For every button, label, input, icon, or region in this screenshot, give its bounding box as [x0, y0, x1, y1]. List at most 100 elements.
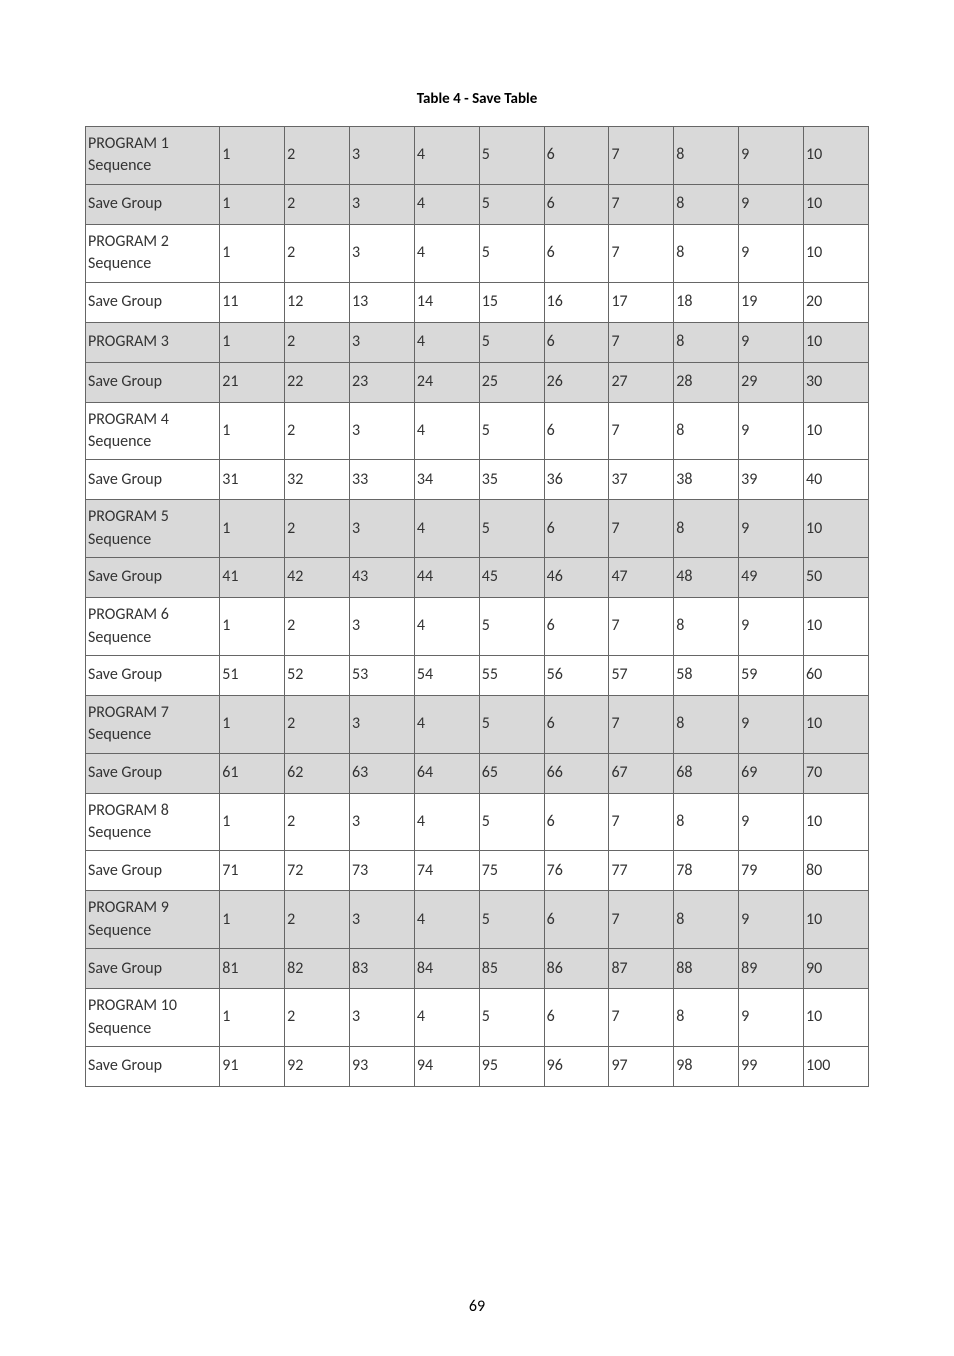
table-cell: 89	[739, 949, 804, 989]
row-label: PROGRAM 1 Sequence	[86, 127, 220, 185]
table-cell: 82	[285, 949, 350, 989]
table-cell: 86	[544, 949, 609, 989]
table-row: Save Group21222324252627282930	[86, 362, 869, 402]
table-cell: 6	[544, 891, 609, 949]
table-cell: 10	[804, 793, 869, 851]
table-row: Save Group31323334353637383940	[86, 460, 869, 500]
table-cell: 77	[609, 851, 674, 891]
row-label: PROGRAM 3	[86, 322, 220, 362]
table-cell: 7	[609, 224, 674, 282]
table-cell: 40	[804, 460, 869, 500]
table-cell: 74	[414, 851, 479, 891]
table-cell: 9	[739, 500, 804, 558]
table-cell: 4	[414, 224, 479, 282]
table-cell: 6	[544, 127, 609, 185]
row-label: Save Group	[86, 184, 220, 224]
table-cell: 6	[544, 224, 609, 282]
table-cell: 63	[350, 753, 415, 793]
table-cell: 9	[739, 402, 804, 460]
table-cell: 23	[350, 362, 415, 402]
table-cell: 22	[285, 362, 350, 402]
table-cell: 68	[674, 753, 739, 793]
table-cell: 4	[414, 891, 479, 949]
table-cell: 29	[739, 362, 804, 402]
table-cell: 10	[804, 891, 869, 949]
table-cell: 6	[544, 322, 609, 362]
table-cell: 7	[609, 322, 674, 362]
table-row: Save Group919293949596979899100	[86, 1047, 869, 1087]
table-cell: 42	[285, 558, 350, 598]
table-cell: 5	[479, 322, 544, 362]
table-cell: 44	[414, 558, 479, 598]
table-cell: 80	[804, 851, 869, 891]
table-cell: 8	[674, 402, 739, 460]
table-cell: 45	[479, 558, 544, 598]
row-label: Save Group	[86, 460, 220, 500]
table-cell: 6	[544, 402, 609, 460]
table-cell: 3	[350, 793, 415, 851]
table-row: Save Group41424344454647484950	[86, 558, 869, 598]
row-label: PROGRAM 7 Sequence	[86, 695, 220, 753]
table-cell: 10	[804, 500, 869, 558]
table-cell: 48	[674, 558, 739, 598]
table-cell: 2	[285, 184, 350, 224]
table-cell: 3	[350, 322, 415, 362]
table-cell: 3	[350, 224, 415, 282]
table-cell: 24	[414, 362, 479, 402]
table-cell: 6	[544, 598, 609, 656]
table-cell: 7	[609, 989, 674, 1047]
table-cell: 5	[479, 598, 544, 656]
table-cell: 11	[220, 282, 285, 322]
table-cell: 8	[674, 224, 739, 282]
table-cell: 8	[674, 891, 739, 949]
table-row: PROGRAM 7 Sequence12345678910	[86, 695, 869, 753]
table-cell: 37	[609, 460, 674, 500]
table-cell: 21	[220, 362, 285, 402]
table-cell: 4	[414, 500, 479, 558]
table-cell: 81	[220, 949, 285, 989]
table-cell: 92	[285, 1047, 350, 1087]
table-cell: 1	[220, 184, 285, 224]
table-cell: 47	[609, 558, 674, 598]
table-cell: 67	[609, 753, 674, 793]
table-cell: 65	[479, 753, 544, 793]
table-cell: 5	[479, 127, 544, 185]
table-cell: 3	[350, 989, 415, 1047]
row-label: PROGRAM 8 Sequence	[86, 793, 220, 851]
table-cell: 4	[414, 402, 479, 460]
table-cell: 33	[350, 460, 415, 500]
row-label: Save Group	[86, 851, 220, 891]
table-row: PROGRAM 4 Sequence12345678910	[86, 402, 869, 460]
row-label: PROGRAM 4 Sequence	[86, 402, 220, 460]
table-row: PROGRAM 10 Sequence12345678910	[86, 989, 869, 1047]
table-cell: 7	[609, 184, 674, 224]
table-cell: 9	[739, 598, 804, 656]
table-cell: 16	[544, 282, 609, 322]
table-cell: 3	[350, 402, 415, 460]
table-cell: 59	[739, 655, 804, 695]
table-row: PROGRAM 8 Sequence12345678910	[86, 793, 869, 851]
table-cell: 1	[220, 989, 285, 1047]
page: Table 4 - Save Table PROGRAM 1 Sequence1…	[0, 0, 954, 1356]
table-cell: 54	[414, 655, 479, 695]
table-row: Save Group11121314151617181920	[86, 282, 869, 322]
table-cell: 51	[220, 655, 285, 695]
table-cell: 5	[479, 500, 544, 558]
table-cell: 1	[220, 224, 285, 282]
table-row: PROGRAM 2 Sequence12345678910	[86, 224, 869, 282]
table-cell: 8	[674, 322, 739, 362]
table-cell: 87	[609, 949, 674, 989]
table-cell: 5	[479, 402, 544, 460]
table-cell: 32	[285, 460, 350, 500]
table-cell: 95	[479, 1047, 544, 1087]
table-cell: 28	[674, 362, 739, 402]
table-cell: 18	[674, 282, 739, 322]
table-cell: 56	[544, 655, 609, 695]
table-cell: 3	[350, 695, 415, 753]
row-label: Save Group	[86, 282, 220, 322]
table-cell: 93	[350, 1047, 415, 1087]
table-cell: 1	[220, 127, 285, 185]
table-cell: 7	[609, 598, 674, 656]
table-cell: 61	[220, 753, 285, 793]
table-cell: 36	[544, 460, 609, 500]
